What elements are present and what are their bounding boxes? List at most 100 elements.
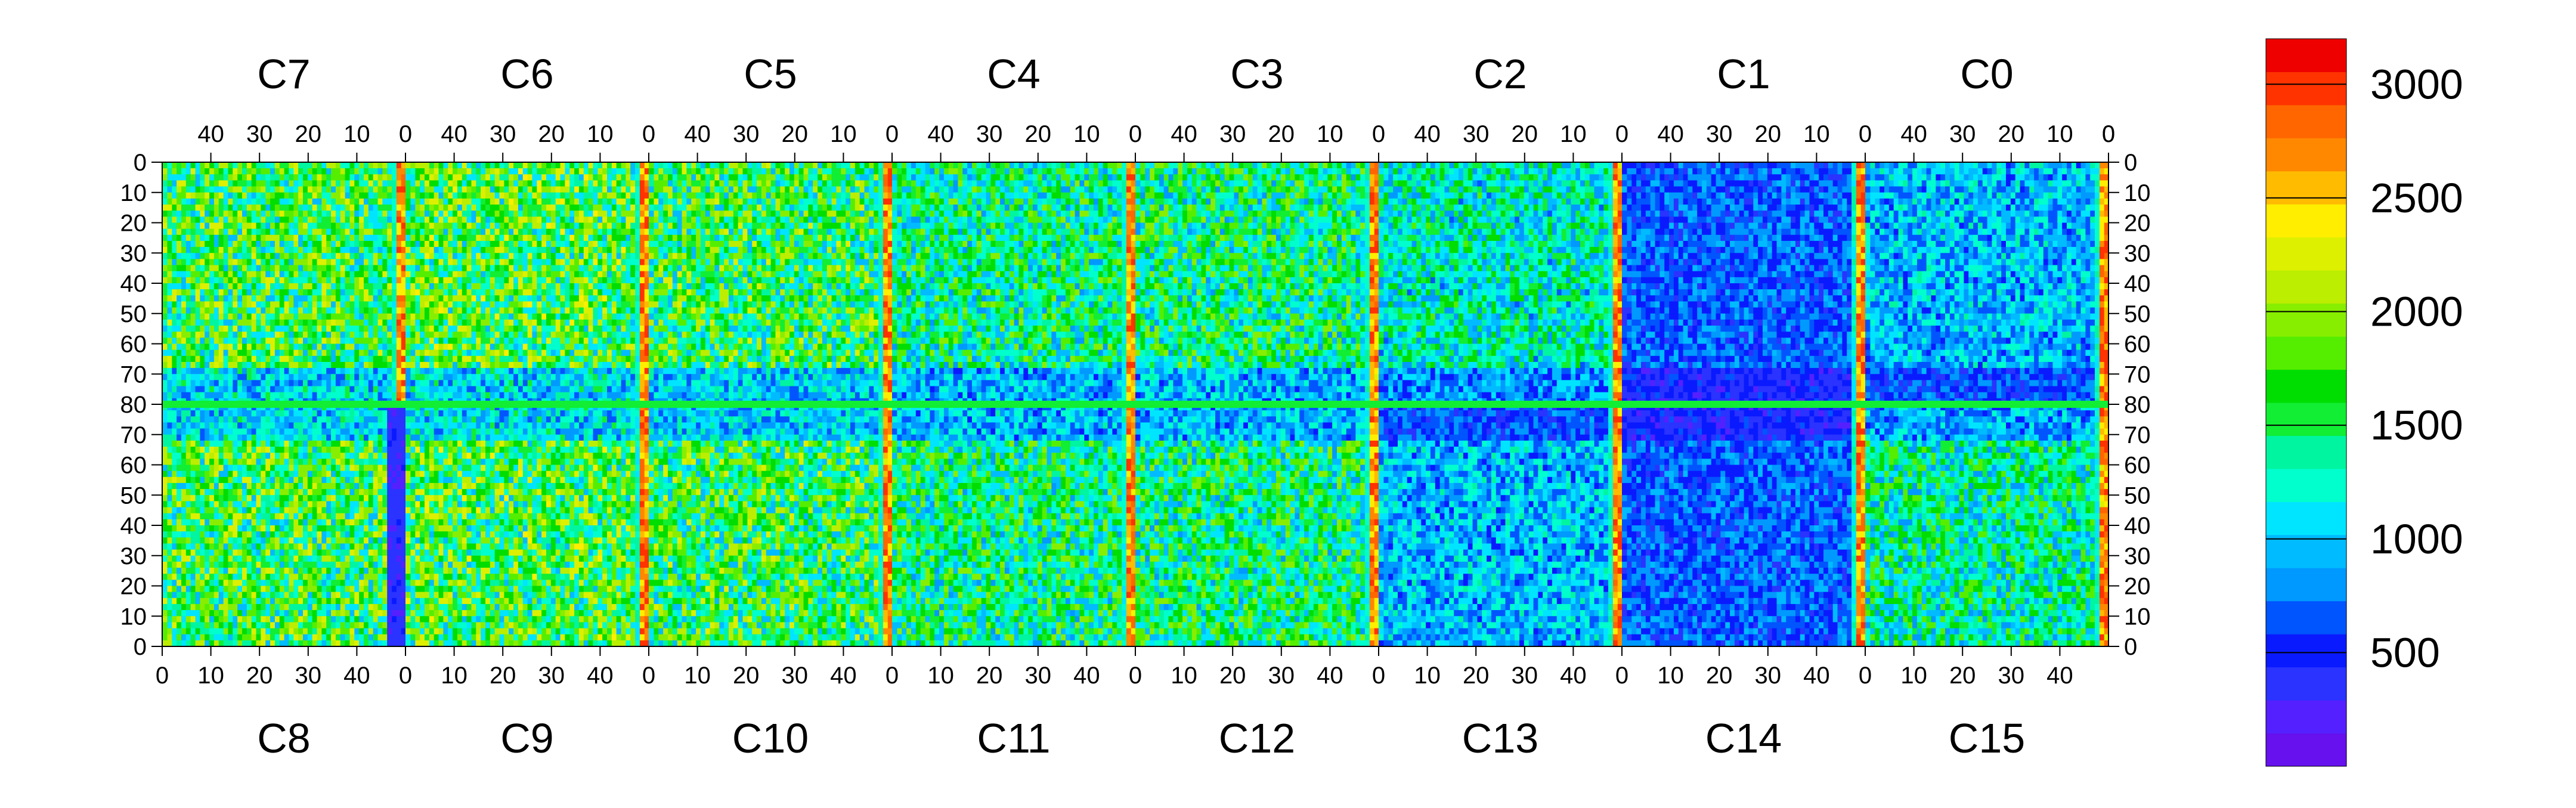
- heat-cell: [255, 355, 261, 363]
- heat-cell: [190, 374, 196, 380]
- heat-cell: [162, 380, 168, 387]
- heat-cell: [302, 259, 308, 266]
- heat-cell: [190, 162, 196, 169]
- heat-cell: [405, 301, 411, 308]
- heat-cell: [863, 192, 869, 199]
- heat-cell: [345, 216, 350, 224]
- heat-cell: [452, 265, 457, 272]
- heat-cell: [377, 265, 383, 272]
- heat-cell: [835, 174, 841, 181]
- heat-cell: [382, 332, 388, 338]
- heat-cell: [321, 355, 327, 363]
- heat-cell: [227, 289, 233, 296]
- heat-cell: [340, 247, 345, 253]
- heat-cell: [859, 168, 865, 175]
- heat-cell: [578, 247, 584, 253]
- heat-cell: [194, 338, 200, 345]
- heat-cell: [185, 234, 191, 242]
- heat-cell: [232, 349, 238, 357]
- heat-cell: [401, 392, 406, 399]
- heat-cell: [307, 222, 312, 230]
- heat-cell: [414, 210, 420, 217]
- heat-cell: [761, 186, 766, 193]
- heat-cell: [569, 247, 575, 253]
- heat-cell: [588, 186, 593, 193]
- heat-cell: [279, 180, 284, 187]
- heat-cell: [536, 205, 542, 211]
- heat-cell: [527, 326, 532, 332]
- heat-cell: [592, 343, 598, 351]
- heat-cell: [204, 259, 210, 266]
- heat-cell: [611, 271, 617, 278]
- heat-cell: [447, 368, 453, 374]
- heat-cell: [597, 277, 603, 284]
- heat-cell: [574, 234, 579, 242]
- heat-cell: [597, 338, 603, 345]
- heat-cell: [728, 228, 733, 236]
- heat-cell: [738, 174, 743, 181]
- heat-cell: [462, 265, 467, 272]
- heat-cell: [845, 216, 850, 224]
- heat-cell: [677, 174, 682, 181]
- heat-cell: [345, 205, 350, 211]
- heat-cell: [583, 355, 589, 363]
- heat-cell: [531, 374, 537, 380]
- heat-cell: [779, 216, 785, 224]
- heat-cell: [728, 180, 733, 187]
- heat-cell: [662, 210, 668, 217]
- heat-cell: [592, 259, 598, 266]
- heat-cell: [447, 386, 453, 393]
- heat-cell: [377, 349, 383, 357]
- heat-cell: [363, 326, 369, 332]
- heat-cell: [410, 319, 416, 326]
- heat-cell: [536, 301, 542, 308]
- heat-cell: [630, 259, 636, 266]
- heat-cell: [850, 228, 855, 236]
- heat-cell: [639, 283, 645, 290]
- heat-cell: [218, 295, 224, 302]
- heat-cell: [298, 205, 303, 211]
- heat-cell: [616, 265, 621, 272]
- heat-cell: [382, 313, 388, 320]
- heat-cell: [293, 162, 299, 169]
- heat-cell: [209, 240, 214, 247]
- heat-cell: [396, 253, 401, 259]
- heat-cell: [373, 259, 378, 266]
- heat-cell: [382, 374, 388, 380]
- heat-cell: [719, 210, 724, 217]
- heat-cell: [410, 222, 416, 230]
- heat-cell: [260, 374, 266, 380]
- heat-cell: [494, 374, 500, 380]
- heat-cell: [358, 205, 364, 211]
- heat-cell: [883, 210, 888, 217]
- heat-cell: [204, 168, 210, 175]
- heat-cell: [242, 205, 247, 211]
- heat-cell: [770, 240, 776, 247]
- heat-cell: [414, 355, 420, 363]
- heat-cell: [620, 180, 626, 187]
- heat-cell: [288, 368, 294, 374]
- heat-cell: [681, 222, 687, 230]
- heat-cell: [620, 253, 626, 259]
- heat-cell: [166, 386, 172, 393]
- heat-cell: [546, 174, 551, 181]
- heat-cell: [396, 374, 401, 380]
- heat-cell: [845, 168, 850, 175]
- heat-cell: [602, 380, 607, 387]
- heat-cell: [728, 205, 733, 211]
- heat-cell: [401, 368, 406, 374]
- heat-cell: [438, 253, 444, 259]
- heat-cell: [583, 192, 589, 199]
- heat-cell: [335, 192, 340, 199]
- heat-cell: [672, 186, 677, 193]
- heat-cell: [475, 174, 481, 181]
- heat-cell: [396, 222, 401, 230]
- heat-cell: [199, 386, 205, 393]
- heat-cell: [470, 307, 476, 314]
- heat-cell: [559, 162, 565, 169]
- heat-cell: [382, 271, 388, 278]
- heat-cell: [181, 228, 186, 236]
- heat-cell: [363, 259, 369, 266]
- heat-cell: [171, 326, 177, 332]
- heat-cell: [429, 277, 434, 284]
